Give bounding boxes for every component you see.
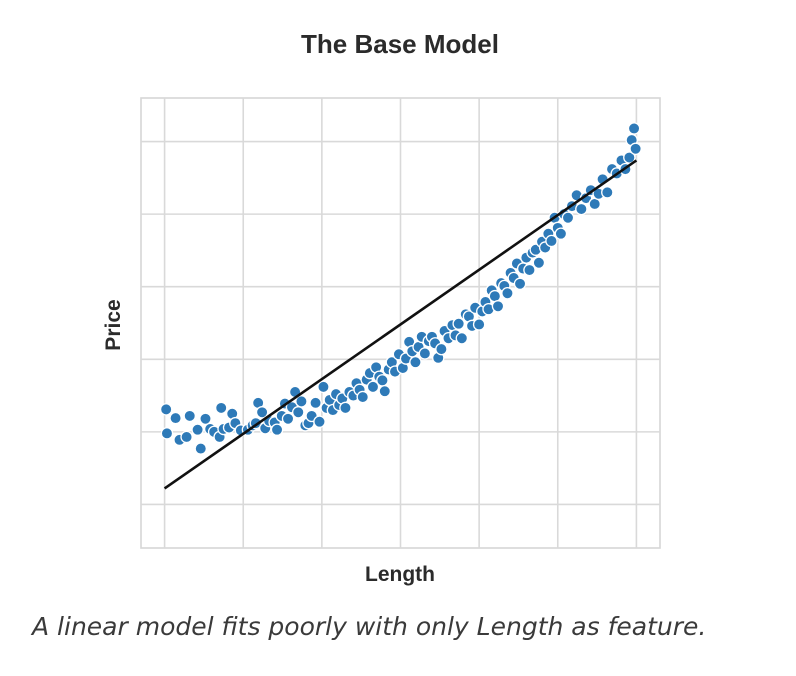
data-point: [309, 396, 322, 410]
data-point: [270, 423, 284, 436]
data-point: [295, 395, 308, 408]
figure-caption: A linear model fits poorly with only Len…: [32, 612, 707, 641]
data-point: [191, 423, 204, 436]
data-point: [313, 415, 326, 428]
fit-line: [163, 159, 638, 490]
data-point: [214, 401, 228, 415]
data-point: [523, 263, 536, 277]
data-point: [545, 234, 558, 248]
fit-line-group: [163, 159, 638, 490]
data-point: [501, 286, 514, 300]
data-point: [452, 317, 465, 330]
chart-title: The Base Model: [301, 29, 499, 59]
x-axis-label: Length: [365, 563, 435, 586]
data-point: [255, 406, 269, 419]
data-point: [491, 300, 505, 313]
data-point: [418, 347, 432, 360]
data-point: [160, 427, 174, 440]
data-point: [356, 390, 370, 404]
data-point: [376, 374, 389, 387]
data-point: [317, 380, 330, 394]
data-point: [455, 331, 469, 345]
data-point: [180, 430, 193, 444]
data-point: [194, 442, 208, 455]
data-point: [623, 151, 636, 164]
data-point: [378, 384, 392, 398]
data-point: [292, 406, 305, 419]
data-point: [159, 403, 173, 416]
chart-figure: The Base Model Length Price: [102, 29, 661, 586]
data-point: [629, 142, 642, 156]
data-point: [281, 412, 295, 426]
plot-area: [140, 97, 661, 549]
y-axis-label: Price: [102, 299, 125, 350]
data-point: [366, 380, 380, 394]
data-point: [435, 342, 448, 356]
data-point: [601, 186, 614, 199]
data-point: [627, 122, 641, 135]
data-point: [513, 277, 527, 291]
data-point: [169, 411, 182, 425]
data-point: [561, 211, 575, 225]
data-point: [575, 202, 588, 216]
data-point: [183, 409, 197, 423]
data-point: [532, 256, 546, 270]
data-point: [199, 412, 212, 426]
data-point: [339, 401, 352, 415]
data-point: [488, 289, 502, 303]
data-point: [554, 227, 568, 240]
data-points: [159, 122, 642, 455]
data-point: [472, 318, 486, 331]
data-point: [409, 355, 422, 369]
